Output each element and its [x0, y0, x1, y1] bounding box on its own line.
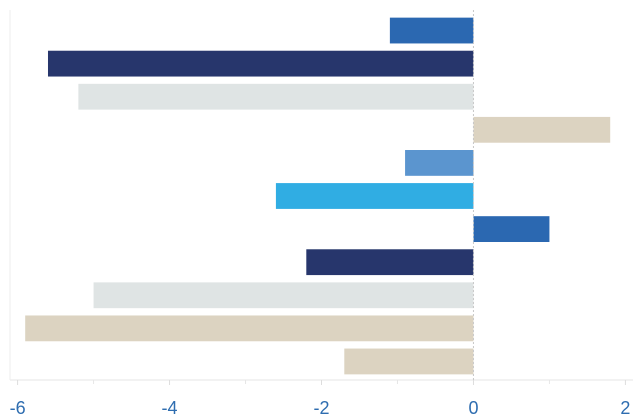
x-axis-tick-labels: -6 -4 -2 0 2 [10, 398, 631, 418]
bar-8 [306, 249, 474, 276]
bar-7 [473, 216, 550, 242]
bars-group [25, 17, 611, 375]
x-tick-label: 0 [468, 398, 478, 418]
bar-2 [47, 50, 474, 77]
x-tick-label: -6 [10, 398, 26, 418]
bar-11 [344, 348, 474, 375]
bar-4 [473, 116, 611, 143]
x-tick-label: -4 [162, 398, 178, 418]
x-tick-label: -2 [313, 398, 329, 418]
bar-10 [25, 315, 474, 342]
bar-6 [275, 183, 474, 209]
bar-9 [93, 282, 474, 309]
bar-5 [405, 150, 474, 176]
bar-1 [389, 17, 474, 44]
x-tick-label: 2 [620, 398, 630, 418]
x-axis-ticks [17, 380, 626, 385]
bar-3 [78, 83, 474, 110]
